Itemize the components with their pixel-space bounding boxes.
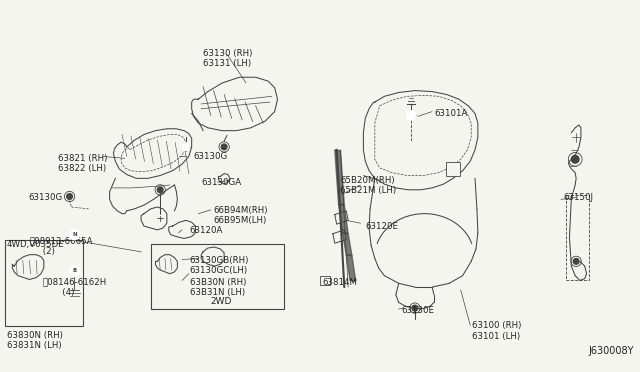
Text: ⓝ08913-6065A
     (2): ⓝ08913-6065A (2) xyxy=(29,237,93,256)
Text: 63101A: 63101A xyxy=(434,109,467,118)
Circle shape xyxy=(412,305,418,311)
Circle shape xyxy=(69,266,79,276)
Text: 63821 (RH)
63822 (LH): 63821 (RH) 63822 (LH) xyxy=(58,154,108,173)
Circle shape xyxy=(69,230,79,240)
Text: 63100 (RH)
63101 (LH): 63100 (RH) 63101 (LH) xyxy=(472,321,522,341)
Text: 63130G: 63130G xyxy=(29,193,63,202)
Circle shape xyxy=(157,187,163,193)
Polygon shape xyxy=(342,233,352,256)
Text: N: N xyxy=(72,232,77,237)
Text: 63830N (RH)
63831N (LH): 63830N (RH) 63831N (LH) xyxy=(6,331,63,350)
Text: 63130GA: 63130GA xyxy=(201,178,241,187)
Circle shape xyxy=(221,144,227,150)
Circle shape xyxy=(67,194,72,199)
Text: ⒳08146-6162H
       (4): ⒳08146-6162H (4) xyxy=(43,278,107,297)
Text: 63814M: 63814M xyxy=(323,278,357,286)
Text: 2WD: 2WD xyxy=(211,296,232,306)
Text: 63B30N (RH)
63B31N (LH): 63B30N (RH) 63B31N (LH) xyxy=(190,278,246,297)
Circle shape xyxy=(182,143,190,151)
Text: J630008Y: J630008Y xyxy=(589,346,634,356)
Circle shape xyxy=(406,110,416,120)
Polygon shape xyxy=(339,204,348,234)
Bar xyxy=(446,162,460,176)
Text: 63150J: 63150J xyxy=(564,193,594,202)
Text: B: B xyxy=(72,269,76,273)
Text: 63130 (RH)
63131 (LH): 63130 (RH) 63131 (LH) xyxy=(203,49,253,68)
Text: 63130G: 63130G xyxy=(193,152,228,161)
Text: 4WD,V035DE: 4WD,V035DE xyxy=(6,240,65,249)
Circle shape xyxy=(573,259,579,264)
Polygon shape xyxy=(346,255,356,281)
Text: 63130E: 63130E xyxy=(401,306,435,315)
Text: 65B20M(RH)
65B21M (LH): 65B20M(RH) 65B21M (LH) xyxy=(340,176,397,195)
Circle shape xyxy=(572,155,579,163)
Text: 63120A: 63120A xyxy=(190,226,223,235)
Text: 63130GB(RH)
63130GC(LH): 63130GB(RH) 63130GC(LH) xyxy=(190,256,249,275)
Bar xyxy=(321,276,330,285)
Text: 63120E: 63120E xyxy=(365,222,398,231)
Polygon shape xyxy=(335,150,344,205)
Text: 66B94M(RH)
66B95M(LH): 66B94M(RH) 66B95M(LH) xyxy=(214,206,268,225)
